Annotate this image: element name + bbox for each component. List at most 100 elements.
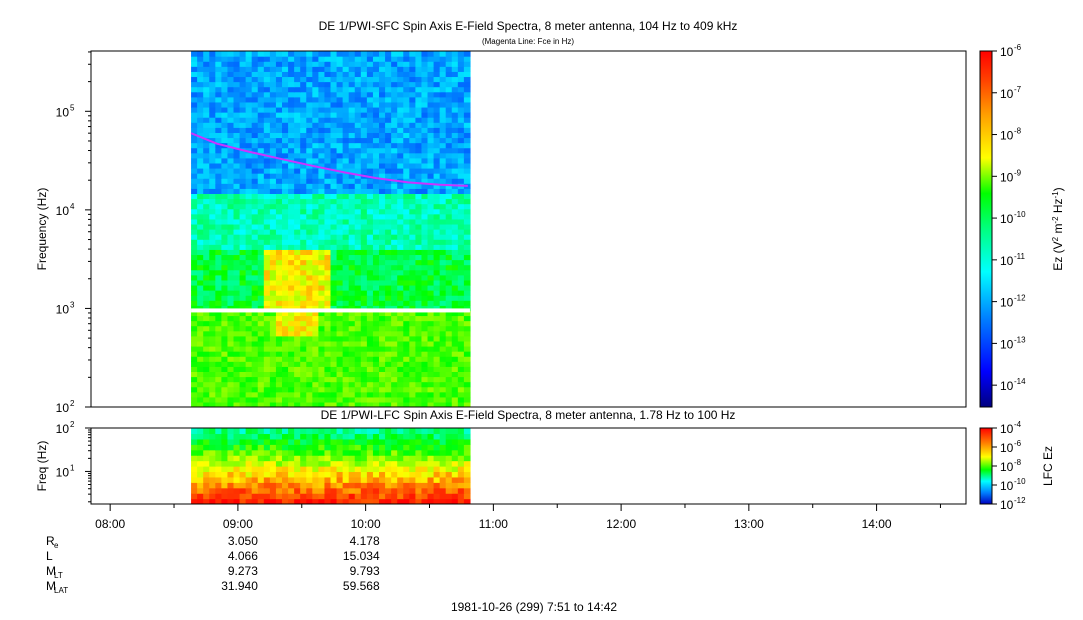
top-spectrogram-cell (409, 340, 416, 347)
top-spectrogram-cell (263, 284, 271, 291)
top-spectrogram-cell (397, 71, 404, 78)
top-spectrogram-cell (397, 396, 404, 403)
top-spectrogram-cell (197, 361, 204, 367)
top-spectrogram-cell (221, 264, 229, 271)
colorbar-tick-exponent: -10 (1014, 210, 1026, 219)
top-spectrogram-cell (282, 127, 289, 133)
lfc-spectrogram-cell (203, 482, 210, 489)
top-spectrogram-cell (385, 279, 392, 286)
top-spectrogram-cell (221, 193, 229, 200)
top-spectrogram-cell (215, 218, 222, 225)
top-spectrogram-cell (342, 223, 350, 230)
top-spectrogram-cell (221, 101, 229, 108)
top-spectrogram-cell (403, 351, 410, 357)
top-spectrogram-cell (275, 284, 283, 291)
top-spectrogram-cell (245, 96, 253, 103)
top-spectrogram-cell (324, 371, 332, 378)
top-spectrogram-cell (409, 101, 416, 108)
top-spectrogram-cell (451, 188, 459, 194)
top-spectrogram-cell (227, 51, 235, 57)
lfc-spectrogram-cell (245, 444, 253, 451)
top-spectrogram-cell (391, 284, 398, 291)
top-spectrogram-cell (342, 254, 350, 261)
lfc-spectrogram-cell (282, 471, 289, 478)
top-spectrogram-cell (457, 396, 465, 403)
lfc-spectrogram-cell (197, 433, 204, 440)
top-spectrogram-cell (282, 376, 289, 383)
top-spectrogram-cell (275, 234, 283, 240)
top-spectrogram-cell (379, 325, 386, 332)
top-spectrogram-cell (348, 132, 356, 139)
top-spectrogram-cell (251, 396, 259, 403)
top-spectrogram-cell (445, 274, 453, 281)
top-spectrogram-cell (433, 157, 441, 164)
top-spectrogram-cell (221, 183, 229, 189)
top-spectrogram-cell (330, 127, 338, 133)
top-spectrogram-cell (451, 76, 459, 83)
top-spectrogram-cell (251, 193, 259, 200)
lfc-spectrogram-cell (215, 460, 222, 467)
top-spectrogram-cell (275, 244, 283, 250)
top-spectrogram-cell (300, 208, 307, 215)
top-spectrogram-cell (197, 71, 204, 78)
lfc-spectrogram-cell (245, 460, 253, 467)
top-spectrogram-cell (342, 391, 350, 398)
top-spectrogram-cell (403, 152, 410, 159)
top-spectrogram-cell (275, 340, 283, 347)
top-spectrogram-cell (215, 269, 222, 276)
top-spectrogram-cell (342, 56, 350, 62)
top-spectrogram-cell (397, 188, 404, 194)
top-spectrogram-cell (269, 213, 277, 220)
lfc-spectrogram-cell (439, 487, 447, 494)
top-spectrogram-cell (403, 193, 410, 200)
top-spectrogram-cell (191, 376, 198, 383)
top-spectrogram-cell (391, 218, 398, 225)
top-spectrogram-cell (312, 295, 319, 301)
top-spectrogram-cell (360, 193, 368, 200)
top-spectrogram-cell (312, 218, 319, 225)
top-spectrogram-cell (233, 386, 241, 393)
top-spectrogram-cell (348, 112, 356, 118)
top-spectrogram-cell (391, 290, 398, 296)
top-spectrogram-cell (257, 254, 265, 261)
top-spectrogram-cell (421, 239, 429, 245)
top-spectrogram-cell (282, 259, 289, 266)
top-spectrogram-cell (403, 117, 410, 123)
top-spectrogram-cell (463, 315, 471, 322)
top-spectrogram-cell (457, 132, 465, 139)
top-spectrogram-cell (415, 396, 423, 403)
lfc-spectrogram-cell (360, 476, 368, 483)
top-spectrogram-cell (336, 290, 344, 296)
top-spectrogram-cell (403, 356, 410, 362)
top-spectrogram-cell (294, 188, 301, 194)
top-spectrogram-cell (294, 106, 301, 113)
top-spectrogram-cell (294, 239, 301, 245)
lfc-spectrogram-cell (251, 482, 259, 489)
top-spectrogram-cell (245, 198, 253, 205)
top-spectrogram-cell (360, 127, 368, 133)
top-spectrogram-cell (330, 51, 338, 57)
top-spectrogram-cell (233, 249, 241, 256)
top-spectrogram-cell (372, 178, 380, 184)
top-spectrogram-cell (421, 340, 429, 347)
top-spectrogram-cell (221, 315, 229, 322)
top-spectrogram-cell (348, 193, 356, 200)
top-spectrogram-cell (445, 325, 453, 332)
top-spectrogram-cell (275, 361, 283, 367)
lfc-spectrogram-cell (439, 493, 447, 500)
top-spectrogram-cell (275, 208, 283, 215)
top-spectrogram-cell (439, 132, 447, 139)
top-spectrogram-cell (300, 340, 307, 347)
top-spectrogram-cell (191, 213, 198, 220)
top-spectrogram-cell (197, 51, 204, 57)
top-spectrogram-cell (275, 178, 283, 184)
lfc-spectrogram-cell (336, 460, 344, 467)
top-spectrogram-cell (306, 335, 313, 342)
top-spectrogram-cell (421, 386, 429, 393)
top-spectrogram-cell (342, 381, 350, 388)
top-spectrogram-cell (263, 361, 271, 367)
top-spectrogram-cell (366, 310, 374, 317)
top-spectrogram-cell (445, 76, 453, 83)
lfc-spectrogram-cell (324, 476, 332, 483)
